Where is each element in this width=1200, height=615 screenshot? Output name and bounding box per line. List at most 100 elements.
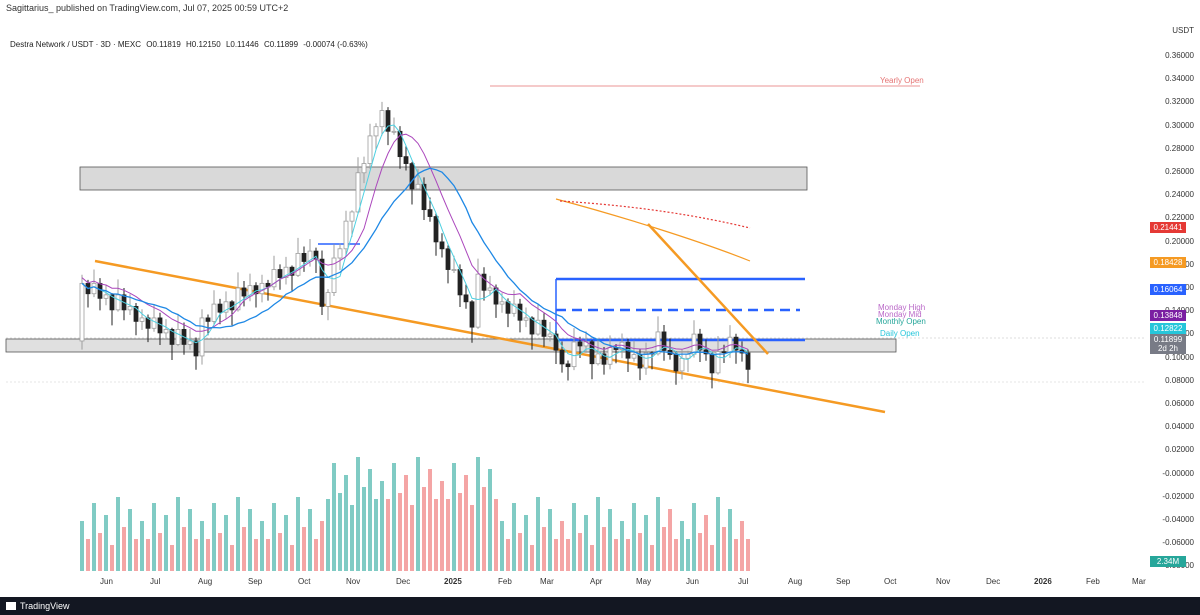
volume-bar — [710, 545, 714, 571]
volume-bar — [128, 509, 132, 571]
time-tick-label: Aug — [198, 577, 213, 586]
candle-body — [343, 220, 349, 250]
volume-bar — [464, 475, 468, 571]
price-tick-label: 0.04000 — [1165, 422, 1194, 432]
candle-body — [409, 163, 415, 190]
volume-bar — [638, 533, 642, 571]
volume-bar — [308, 509, 312, 571]
volume-bar — [422, 487, 426, 571]
time-tick-label: Mar — [540, 577, 554, 586]
candle-body — [391, 130, 397, 133]
volume-bar — [746, 539, 750, 571]
candle-body — [709, 353, 715, 374]
volume-bar — [386, 499, 390, 571]
candle-body — [523, 317, 529, 321]
time-tick-label: Oct — [884, 577, 897, 586]
volume-bar — [566, 539, 570, 571]
volume-bar — [698, 533, 702, 571]
candle-body — [223, 301, 229, 313]
volume-bar — [92, 503, 96, 571]
volume-bar — [590, 545, 594, 571]
candle-body — [79, 282, 85, 342]
volume-bar — [182, 527, 186, 571]
price-tag: 0.21441 — [1150, 222, 1186, 233]
volume-bar — [692, 503, 696, 571]
volume-bar — [374, 499, 378, 571]
orange-ma-curve — [555, 198, 751, 262]
supply-zone — [79, 166, 808, 191]
candle-body — [553, 333, 559, 351]
red-dotted-ma — [559, 200, 751, 229]
candle-body — [445, 248, 451, 270]
ema-purple-line — [81, 133, 749, 351]
candle-body — [673, 354, 679, 372]
time-tick-label: Nov — [346, 577, 361, 586]
candle-body — [283, 266, 289, 278]
time-tick-label: Feb — [1086, 577, 1100, 586]
volume-bar — [452, 463, 456, 571]
candle-body — [109, 294, 115, 311]
volume-bar — [398, 493, 402, 571]
volume-bar — [80, 521, 84, 571]
candle-body — [175, 329, 181, 345]
price-tick-label: 0.06000 — [1165, 399, 1194, 408]
price-chart[interactable] — [0, 16, 1200, 591]
price-tick-label: 0.22000 — [1165, 213, 1194, 223]
time-tick-label: Aug — [788, 577, 803, 586]
publisher-header: Sagittarius_ published on TradingView.co… — [0, 0, 1200, 16]
volume-bar — [728, 509, 732, 571]
volume-bar — [668, 509, 672, 571]
candle-body — [469, 301, 475, 328]
volume-bar — [218, 533, 222, 571]
candle-body — [403, 156, 409, 164]
price-tag: 0.18428 — [1150, 257, 1186, 268]
time-tick-label: 2026 — [1034, 577, 1052, 586]
volume-bar — [176, 497, 180, 571]
candle-body — [277, 269, 283, 278]
candle-body — [517, 303, 523, 321]
volume-bar — [416, 457, 420, 571]
volume-bar — [206, 539, 210, 571]
volume-bar — [608, 509, 612, 571]
volume-bar — [584, 515, 588, 571]
candle-body — [547, 333, 553, 337]
candle-body — [607, 347, 613, 365]
volume-bar — [392, 463, 396, 571]
volume-bar — [716, 497, 720, 571]
time-tick-label: Sep — [836, 577, 851, 586]
volume-bar — [86, 539, 90, 571]
volume-bar — [542, 527, 546, 571]
volume-bar — [644, 515, 648, 571]
price-tick-label: 0.28000 — [1165, 143, 1194, 153]
candle-body — [301, 253, 307, 262]
candle-body — [91, 282, 97, 295]
volume-bar — [380, 481, 384, 571]
chart-area[interactable]: Destra Network / USDT · 3D · MEXC O0.118… — [0, 16, 1200, 591]
volume-bar — [686, 539, 690, 571]
volume-bar — [404, 475, 408, 571]
time-tick-label: 2025 — [444, 577, 462, 586]
volume-bar — [350, 505, 354, 571]
yearly-open-label: Yearly Open — [880, 76, 924, 85]
price-tick-label: -0.04000 — [1162, 515, 1194, 524]
candle-body — [571, 341, 577, 368]
price-tick-label: -0.00000 — [1162, 468, 1194, 478]
volume-bar — [290, 545, 294, 571]
candle-body — [373, 126, 379, 137]
candle-body — [127, 305, 133, 311]
volume-bar — [572, 503, 576, 571]
price-tick-label: 0.02000 — [1165, 445, 1194, 455]
price-tag: 2d 2h — [1150, 343, 1186, 354]
volume-bar — [320, 521, 324, 571]
candle-body — [193, 340, 199, 357]
volume-bar — [512, 503, 516, 571]
volume-bar — [500, 521, 504, 571]
price-tag: 0.13848 — [1150, 310, 1186, 321]
tradingview-logo-icon — [6, 602, 16, 610]
candle-body — [529, 317, 535, 335]
candle-body — [151, 317, 157, 329]
volume-bar — [158, 533, 162, 571]
volume-bar — [188, 509, 192, 571]
volume-bar — [140, 521, 144, 571]
candle-body — [133, 305, 139, 322]
